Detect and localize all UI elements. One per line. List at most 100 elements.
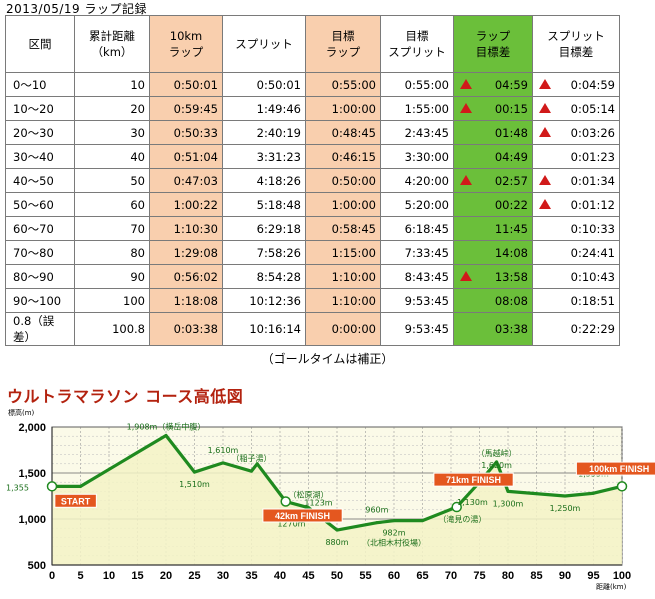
table-row: 60～70 70 1:10:30 6:29:18 0:58:45 6:18:45 11:45…: [5, 216, 620, 241]
elevation-annotation: （稲子湯）: [232, 453, 272, 463]
elevation-annotation: （滝見の湯）: [438, 514, 486, 524]
cell-sec: 0～10: [5, 72, 75, 97]
dist-value: 80: [130, 245, 145, 260]
cell-tlap: 0:50:00: [305, 168, 381, 193]
x-axis-label: 距離(km): [596, 582, 627, 591]
table-header-row: 区間 累計距離 （km） 10km ラップ スプリット 目標 ラップ 目標 スプリット …: [5, 15, 620, 73]
col-header-lap: 10km ラップ: [149, 15, 223, 73]
header-text: 10km: [169, 29, 203, 43]
col-header-split: スプリット: [222, 15, 306, 73]
y-tick-label: 500: [28, 560, 46, 572]
ldiff-value: 02:57: [494, 173, 528, 188]
cell-tlap: 0:00:00: [305, 312, 381, 346]
lap-value: 0:50:01: [173, 77, 218, 92]
ldiff-value: 03:38: [494, 322, 528, 336]
cell-sec: 50～60: [5, 192, 75, 217]
cell-split: 8:54:28: [222, 264, 306, 289]
elevation-point: [375, 521, 379, 525]
cell-sec: 60～70: [5, 216, 75, 241]
dist-value: 100.8: [112, 322, 145, 336]
x-tick-label: 100: [613, 570, 631, 582]
cell-sec: 0.8（誤差）: [5, 312, 75, 346]
sec-value: 30～40: [13, 149, 54, 164]
tsplit-value: 9:53:45: [404, 293, 449, 308]
cell-tsplit: 1:55:00: [380, 96, 454, 121]
cell-lap: 1:29:08: [149, 240, 223, 265]
finish-tag-label: START: [61, 496, 91, 506]
cell-sec: 20～30: [5, 120, 75, 145]
cell-ldiff: 02:57: [453, 168, 533, 193]
cell-tlap: 1:10:00: [305, 264, 381, 289]
elevation-annotation: 1,300m: [493, 499, 524, 508]
sec-value: 10～20: [13, 101, 54, 116]
cell-split: 7:58:26: [222, 240, 306, 265]
x-tick-label: 50: [331, 570, 343, 582]
split-value: 2:40:19: [256, 125, 301, 140]
cell-sec: 10～20: [5, 96, 75, 121]
col-header-section: 区間: [5, 15, 75, 73]
cell-lap: 1:18:08: [149, 288, 223, 313]
split-value: 10:12:36: [249, 293, 301, 308]
elevation-chart: 500 1,000 1,500 2,000 0 5 10 15 20 25 30 35 40 45 50 55…: [6, 408, 655, 591]
finish-tag: [575, 461, 655, 476]
cell-split: 10:16:14: [222, 312, 306, 346]
lap-value: 0:03:38: [173, 322, 218, 336]
cell-dist: 50: [74, 168, 150, 193]
cell-ldiff: 08:08: [453, 288, 533, 313]
elevation-point: [392, 519, 396, 523]
cell-sec: 80～90: [5, 264, 75, 289]
dist-value: 20: [130, 101, 145, 116]
ldiff-value: 14:08: [494, 245, 528, 260]
elevation-annotation: 1,610m: [208, 446, 239, 455]
tsplit-value: 4:20:00: [404, 173, 449, 188]
cell-dist: 100.8: [74, 312, 150, 346]
cell-dist: 30: [74, 120, 150, 145]
cell-lap: 0:51:04: [149, 144, 223, 169]
elevation-point: [563, 494, 567, 498]
x-tick-label: 45: [302, 570, 314, 582]
sec-value: 50～60: [13, 197, 54, 212]
tlap-value: 0:48:45: [331, 125, 376, 140]
sec-value: 0.8（誤差）: [13, 314, 55, 344]
tlap-value: 1:15:00: [331, 245, 376, 260]
ldiff-value: 08:08: [494, 293, 528, 308]
tlap-value: 0:46:15: [331, 149, 376, 164]
lap-value: 0:50:33: [173, 125, 218, 140]
elevation-point: [193, 470, 196, 474]
cell-lap: 0:03:38: [149, 312, 223, 346]
cell-dist: 60: [74, 192, 150, 217]
sdiff-value: 0:01:23: [570, 149, 615, 164]
x-tick-label: 85: [530, 570, 542, 582]
start-marker: [46, 481, 58, 492]
checkpoint-marker: [280, 496, 291, 507]
lap-value: 1:00:22: [173, 197, 218, 212]
x-tick-label: 25: [188, 570, 200, 582]
elevation-point: [421, 519, 424, 523]
elevation-point: [335, 528, 339, 532]
header-text: 累計距離: [89, 29, 135, 43]
cell-sdiff: 0:04:59: [532, 72, 620, 97]
dist-value: 40: [130, 149, 145, 164]
sdiff-value: 0:04:59: [570, 77, 615, 92]
x-tick-label: 0: [49, 570, 55, 582]
split-value: 8:54:28: [256, 269, 301, 284]
cell-dist: 70: [74, 216, 150, 241]
header-text: 区間: [28, 37, 52, 51]
split-value: 10:16:14: [249, 322, 301, 336]
cell-ldiff: 00:15: [453, 96, 533, 121]
elevation-area: [52, 435, 622, 565]
cell-split: 0:50:01: [222, 72, 306, 97]
ldiff-value: 13:58: [494, 269, 528, 284]
cell-lap: 1:00:22: [149, 192, 223, 217]
dist-value: 90: [130, 269, 145, 284]
ahead-triangle-icon: [539, 199, 551, 209]
sdiff-value: 0:10:43: [570, 269, 615, 284]
col-header-target-split: 目標 スプリット: [380, 15, 454, 73]
tlap-value: 0:58:45: [331, 221, 376, 236]
cell-sdiff: 0:22:29: [532, 312, 620, 346]
cell-sdiff: 0:10:43: [532, 264, 620, 289]
cell-sdiff: 0:18:51: [532, 288, 620, 313]
ldiff-value: 04:59: [494, 77, 528, 92]
elevation-annotation: 982m: [382, 529, 405, 538]
dist-value: 50: [130, 173, 145, 188]
